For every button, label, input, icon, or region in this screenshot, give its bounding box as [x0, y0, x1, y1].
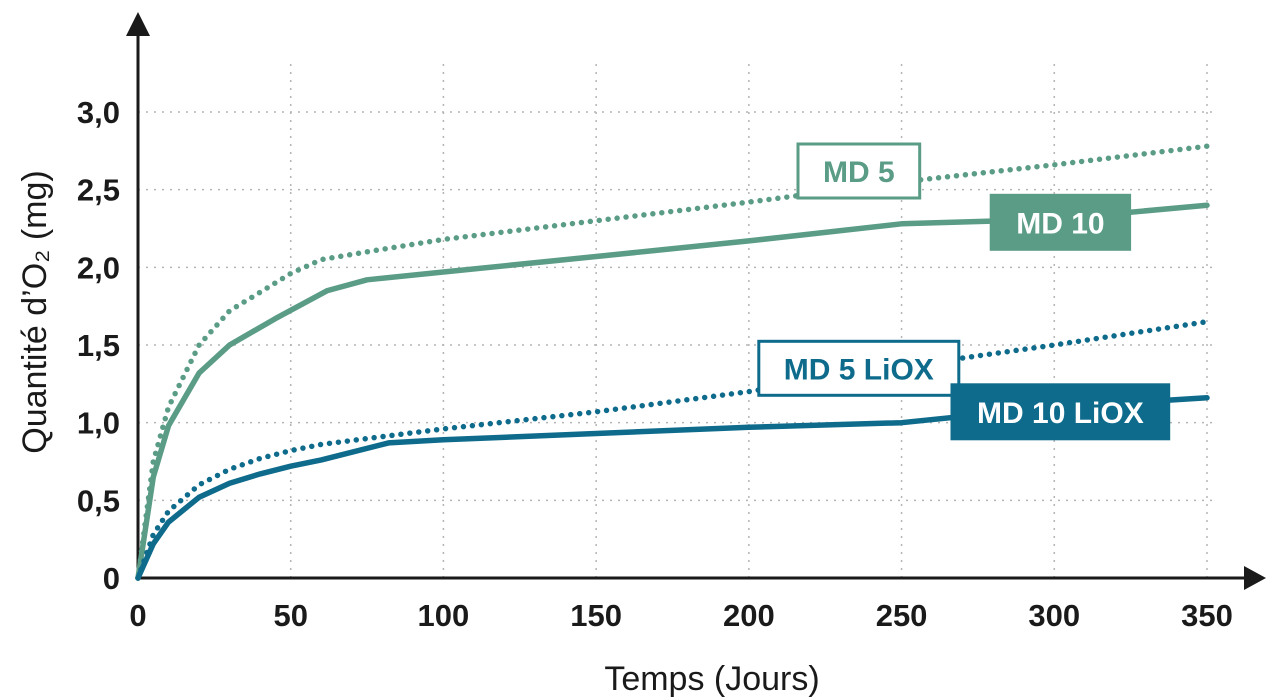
y-axis-arrowhead	[126, 12, 150, 36]
series-label-text: MD 5	[823, 156, 895, 189]
series-labels: MD 5 MD 10 MD 5 LiOX MD 10 LiOX	[757, 142, 1171, 441]
x-tick-label: 50	[273, 598, 307, 633]
series-label-md-5-liox: MD 5 LiOX	[757, 339, 961, 397]
x-tick-label: 100	[418, 598, 470, 633]
x-tick-label: 250	[876, 598, 928, 633]
x-tick-label: 150	[570, 598, 622, 633]
series-line-md-10	[135, 202, 1210, 581]
y-tick-label: 3,0	[77, 95, 120, 130]
axes	[126, 12, 1266, 590]
x-tick-label: 0	[129, 598, 146, 633]
series-label-text: MD 10 LiOX	[977, 397, 1144, 430]
series-label-md-10-liox: MD 10 LiOX	[950, 383, 1171, 441]
y-axis-title: Quantité d’O₂ (mg)	[16, 170, 54, 453]
gridlines	[138, 60, 1215, 578]
series-line-md-5-liox	[135, 318, 1210, 581]
y-tick-label: 1,0	[77, 406, 120, 441]
series-label-box	[950, 383, 1171, 441]
x-tick-label: 200	[723, 598, 775, 633]
series-label-box	[757, 339, 961, 397]
y-tick-label: 2,0	[77, 250, 120, 285]
series-label-md-5: MD 5	[796, 142, 922, 200]
series-label-text: MD 5 LiOX	[784, 353, 934, 386]
series-label-text: MD 10	[1016, 207, 1104, 240]
series-label-box	[989, 193, 1132, 251]
x-axis-arrowhead	[1244, 566, 1266, 590]
x-tick-label: 300	[1028, 598, 1080, 633]
y-tick-label: 0,5	[77, 483, 120, 518]
tick-labels: 0 50 100 150 200 250 300 350 0 0,5 1,0 1,5 2,0 2,5 3,0	[77, 95, 1233, 633]
series-label-box	[796, 142, 922, 200]
y-tick-label: 2,5	[77, 173, 120, 208]
series-line-md-10-liox	[135, 395, 1210, 581]
series-label-md-10: MD 10	[989, 193, 1132, 251]
x-tick-label: 350	[1181, 598, 1233, 633]
x-axis-title: Temps (Jours)	[604, 660, 819, 698]
y-tick-label: 0	[103, 561, 120, 596]
y-tick-label: 1,5	[77, 328, 120, 363]
